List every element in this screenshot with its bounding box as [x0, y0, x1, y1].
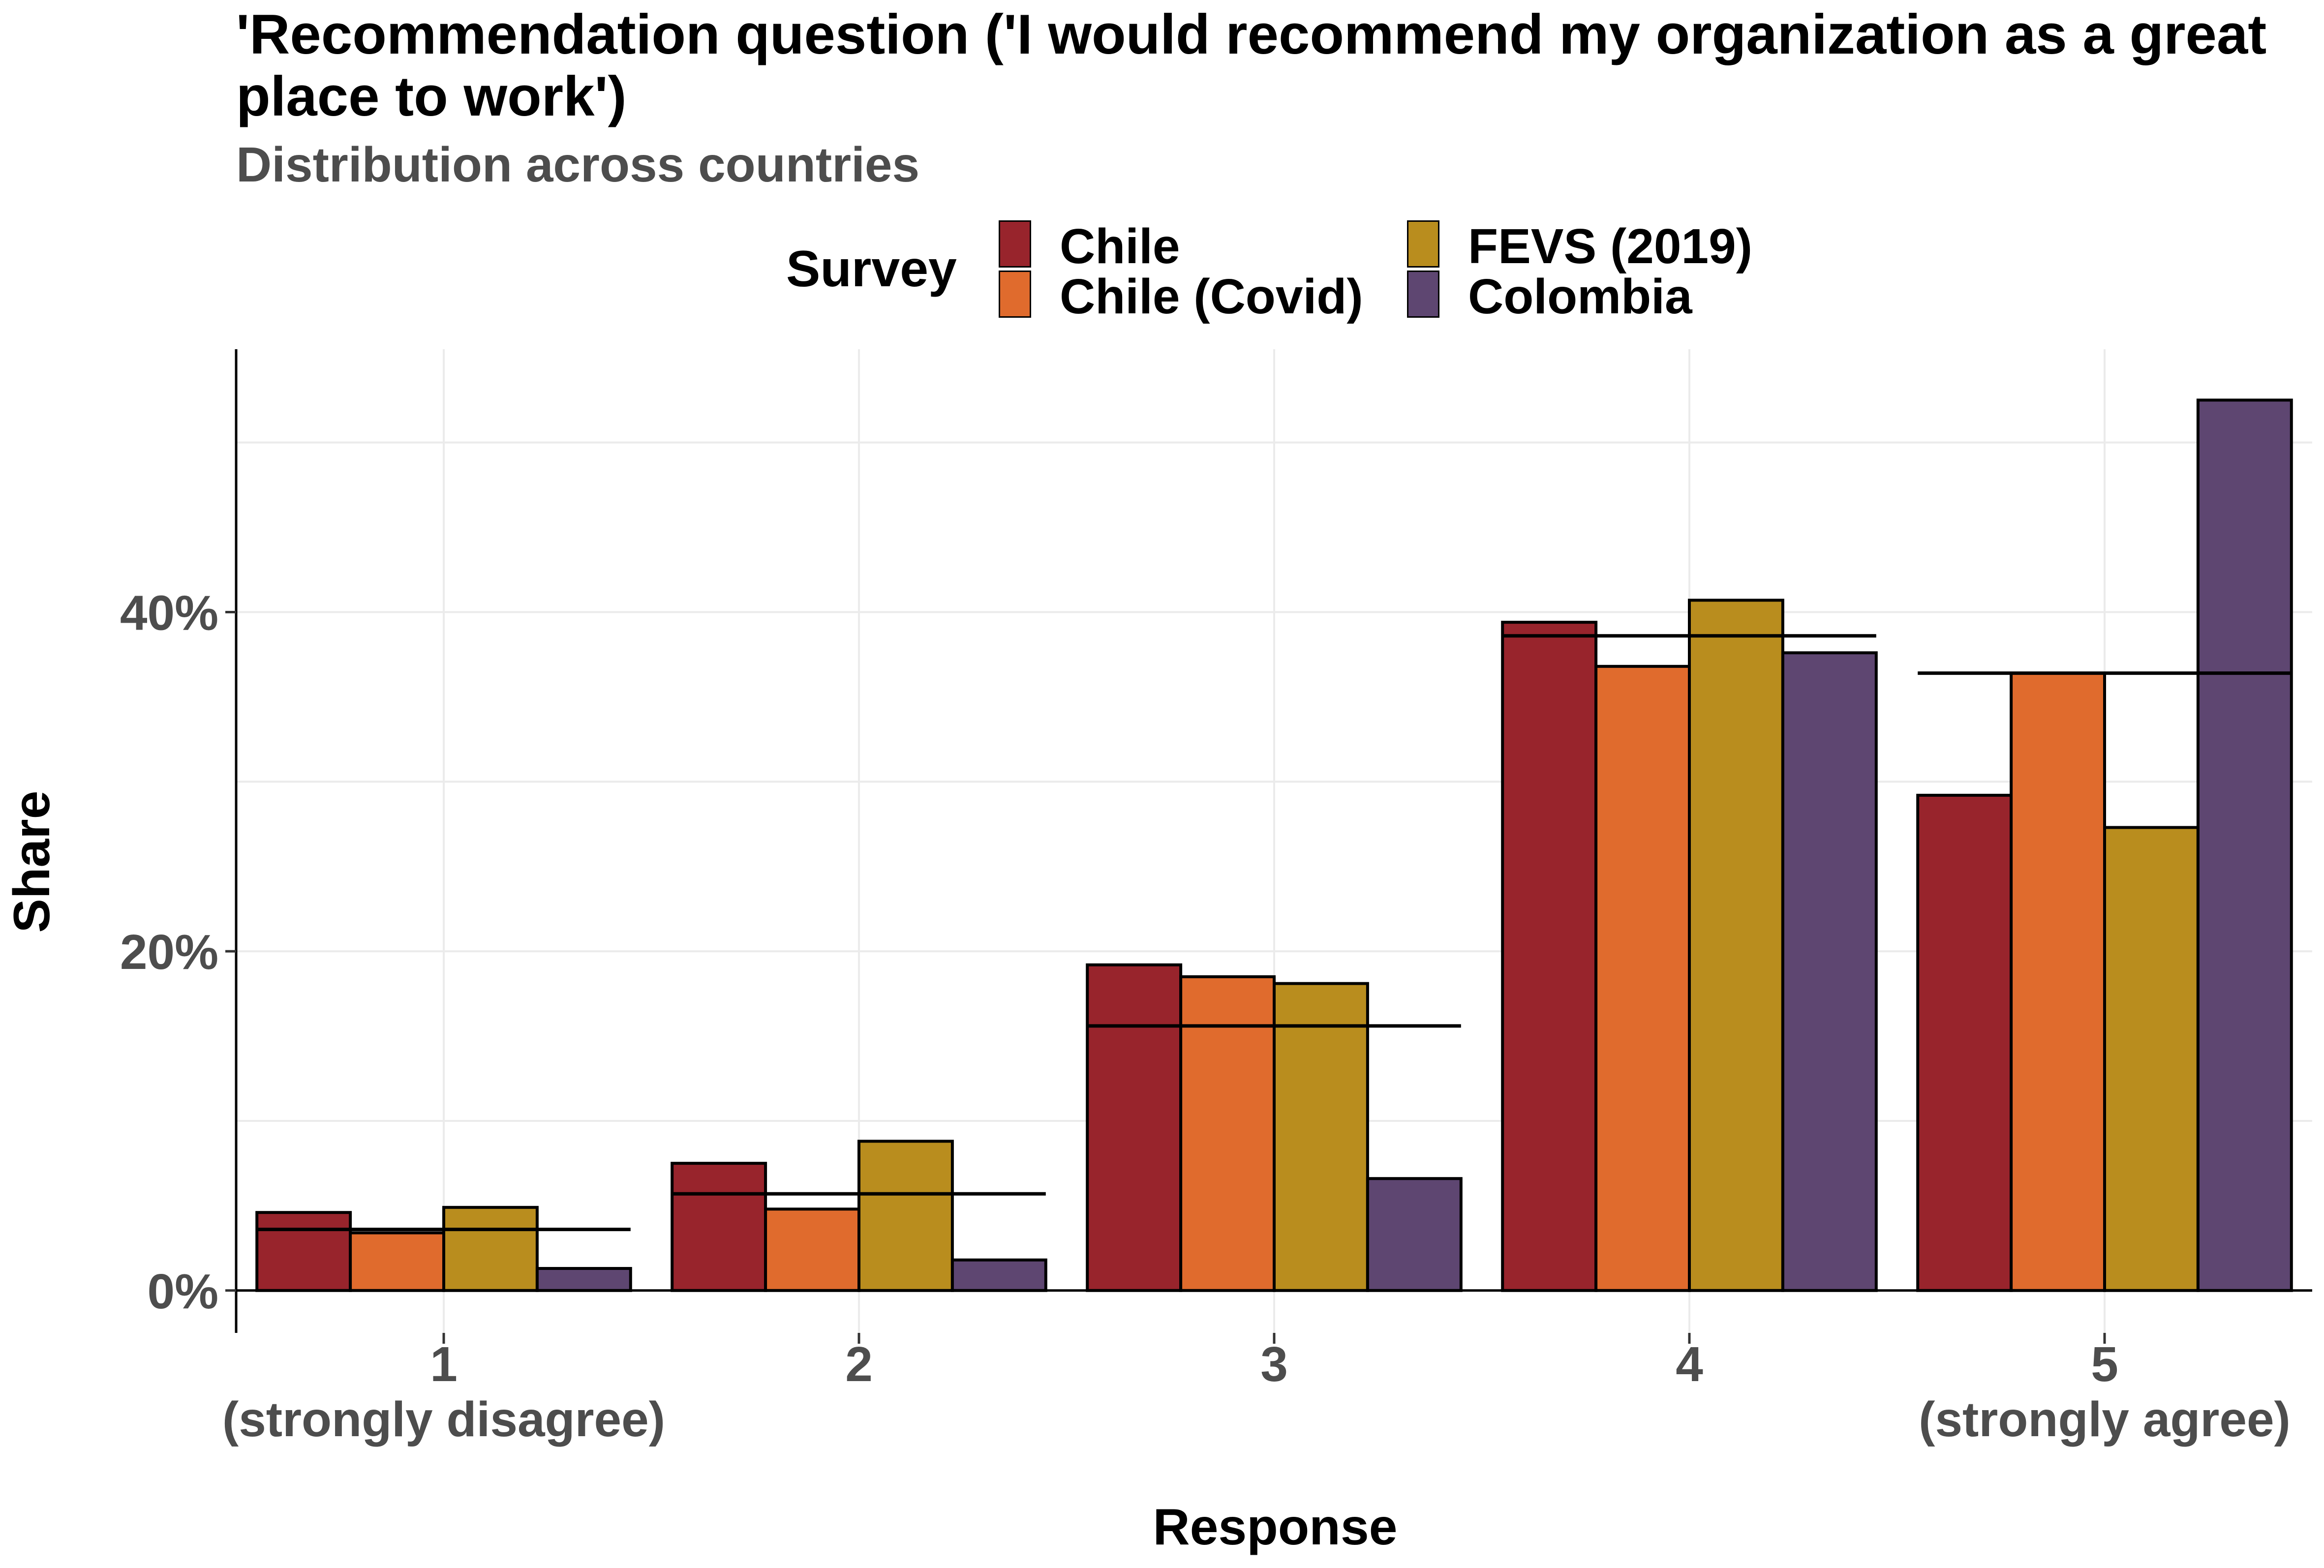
x-tick-label-line: 3 — [1260, 1337, 1288, 1392]
x-tick-label-line: (strongly agree) — [1919, 1392, 2291, 1447]
x-tick-label: 5 (strongly agree) — [1919, 1337, 2291, 1447]
y-axis-title: Share — [3, 790, 61, 933]
x-axis-title: Response — [1153, 1499, 1397, 1556]
legend-swatch-colombia — [1407, 271, 1439, 318]
bar — [1273, 982, 1369, 1292]
chart-subtitle: Distribution across countries — [236, 137, 920, 192]
grid-lines — [236, 349, 2312, 1333]
bar — [1781, 651, 1878, 1292]
bar — [1594, 664, 1691, 1292]
axes — [235, 349, 2312, 1333]
legend-label-chile: Chile — [1060, 219, 1180, 274]
x-tick-label-line: 5 — [2091, 1337, 2118, 1392]
tick-labels: 0%20%40%1 (strongly disagree)2 3 4 5 (strongl… — [120, 585, 2291, 1447]
legend-swatch-fevs-2019 — [1407, 220, 1439, 268]
bar — [1501, 621, 1598, 1292]
bar — [857, 1140, 954, 1292]
legend-swatch-chile — [999, 220, 1031, 268]
x-tick-label: 4 — [1676, 1337, 1703, 1392]
bar — [1179, 975, 1276, 1292]
y-tick-label: 20% — [120, 925, 218, 980]
bar — [2010, 671, 2107, 1292]
x-tick-label: 3 — [1260, 1337, 1288, 1392]
y-tick-label: 0% — [147, 1264, 218, 1319]
legend-title: Survey — [786, 241, 957, 298]
bar — [671, 1162, 767, 1292]
x-tick-label: 1 (strongly disagree) — [222, 1337, 665, 1447]
x-tick-label: 2 — [845, 1337, 873, 1392]
x-tick-label-line: (strongly disagree) — [222, 1392, 665, 1447]
bar — [950, 1258, 1047, 1292]
y-tick-label: 40% — [120, 585, 218, 640]
bar — [2103, 826, 2200, 1292]
bar — [764, 1207, 860, 1292]
bar — [1366, 1177, 1463, 1292]
reference-lines — [257, 634, 2292, 1232]
bar — [1086, 963, 1183, 1292]
legend-swatch-chile-covid — [999, 271, 1031, 318]
bar — [1916, 793, 2013, 1292]
bar — [255, 1211, 352, 1292]
legend-label-fevs-2019: FEVS (2019) — [1468, 219, 1753, 274]
x-tick-label-line: 4 — [1676, 1337, 1703, 1392]
legend-label-chile-covid: Chile (Covid) — [1060, 269, 1363, 324]
legend-label-colombia: Colombia — [1468, 269, 1692, 324]
bar — [442, 1206, 539, 1292]
x-tick-label-line: 2 — [845, 1337, 873, 1392]
chart-title: 'Recommendation question ('I would recom… — [236, 3, 2267, 128]
bar — [2196, 398, 2293, 1292]
bar — [349, 1231, 445, 1292]
bar — [535, 1266, 632, 1292]
x-tick-label-line: 1 — [430, 1337, 458, 1392]
bars — [255, 398, 2293, 1292]
bar — [1688, 599, 1784, 1292]
